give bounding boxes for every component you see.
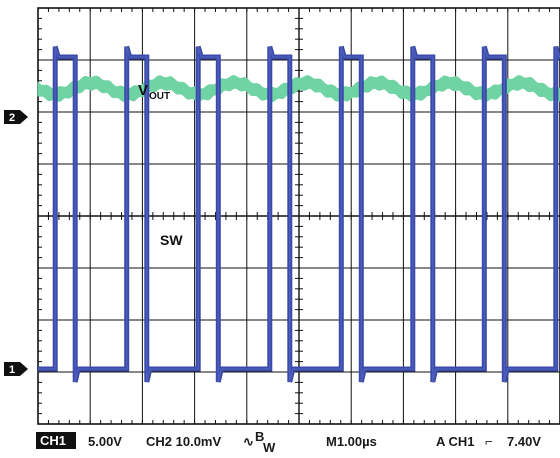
ch1-marker-box	[4, 362, 20, 376]
readout-bar: CH1 5.00V CH2 10.0mV ∿ B W M1.00µs A CH1…	[36, 429, 541, 455]
vout-trace	[37, 75, 560, 103]
ch2-marker: 2	[4, 110, 28, 124]
bandwidth-superscript: B	[255, 429, 264, 444]
bandwidth-limit-icon: ∿	[243, 434, 254, 449]
ch1-marker: 1	[4, 362, 28, 376]
bandwidth-subscript: W	[263, 440, 276, 455]
sw-label: SW	[160, 232, 183, 248]
timebase: M1.00µs	[326, 434, 377, 449]
ch1-badge-bg	[36, 432, 76, 449]
sw-trace-core	[38, 46, 560, 383]
ch1-marker-arrow	[20, 362, 28, 376]
ch1-scale: 5.00V	[88, 434, 122, 449]
trigger-level: 7.40V	[507, 434, 541, 449]
ch1-badge: CH1	[40, 433, 66, 448]
ch2-marker-box	[4, 110, 20, 124]
ch2-marker-arrow	[20, 110, 28, 124]
ch1-marker-label: 1	[9, 364, 15, 376]
vout-label-sub: OUT	[149, 91, 170, 102]
vout-label-main: V	[138, 82, 148, 99]
trigger-edge-icon: ⌐	[485, 434, 493, 449]
ch2-marker-label: 2	[9, 112, 15, 124]
vout-label: V OUT	[138, 82, 170, 102]
traces	[37, 45, 560, 383]
graticule	[37, 7, 560, 425]
trigger-source: A CH1	[436, 434, 475, 449]
ch2-scale: CH2 10.0mV	[146, 434, 221, 449]
